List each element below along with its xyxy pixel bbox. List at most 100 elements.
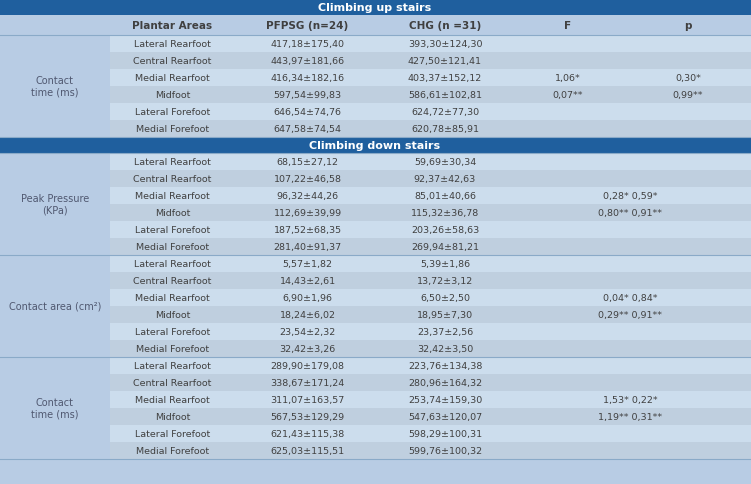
Text: 115,32±36,78: 115,32±36,78 [411, 209, 479, 217]
Text: Contact
time (ms): Contact time (ms) [32, 397, 79, 419]
Text: CHG (n =31): CHG (n =31) [409, 21, 481, 31]
Text: Midfoot: Midfoot [155, 310, 190, 319]
Text: 416,34±182,16: 416,34±182,16 [270, 74, 345, 83]
Text: 586,61±102,81: 586,61±102,81 [408, 91, 482, 100]
Text: 5,39±1,86: 5,39±1,86 [420, 259, 470, 269]
Text: Lateral Forefoot: Lateral Forefoot [135, 226, 210, 235]
Text: 6,50±2,50: 6,50±2,50 [420, 293, 470, 302]
Text: Lateral Rearfoot: Lateral Rearfoot [134, 259, 211, 269]
Text: 621,43±115,38: 621,43±115,38 [270, 429, 345, 438]
Text: 112,69±39,99: 112,69±39,99 [273, 209, 342, 217]
Text: 32,42±3,50: 32,42±3,50 [417, 344, 473, 353]
Bar [0, 256, 110, 357]
Bar [110, 171, 751, 188]
Text: 32,42±3,26: 32,42±3,26 [279, 344, 336, 353]
Bar [0, 138, 751, 154]
Text: Midfoot: Midfoot [155, 91, 190, 100]
Text: 18,95±7,30: 18,95±7,30 [417, 310, 473, 319]
Text: 620,78±85,91: 620,78±85,91 [411, 125, 479, 134]
Bar [110, 222, 751, 239]
Text: 0,80** 0,91**: 0,80** 0,91** [599, 209, 662, 217]
Text: Medial Rearfoot: Medial Rearfoot [135, 192, 210, 200]
Text: 6,90±1,96: 6,90±1,96 [282, 293, 333, 302]
Text: 96,32±44,26: 96,32±44,26 [276, 192, 339, 200]
Text: 0,30*: 0,30* [675, 74, 701, 83]
Bar [110, 239, 751, 256]
Text: 598,29±100,31: 598,29±100,31 [408, 429, 482, 438]
Text: 393,30±124,30: 393,30±124,30 [408, 40, 482, 49]
Text: 5,57±1,82: 5,57±1,82 [282, 259, 333, 269]
Text: Central Rearfoot: Central Rearfoot [134, 175, 212, 183]
Text: 23,37±2,56: 23,37±2,56 [417, 327, 473, 336]
Text: 625,03±115,51: 625,03±115,51 [270, 446, 345, 455]
Text: 59,69±30,34: 59,69±30,34 [414, 158, 476, 166]
Bar [110, 121, 751, 138]
Bar [110, 188, 751, 205]
Bar [110, 425, 751, 442]
Text: 624,72±77,30: 624,72±77,30 [411, 108, 479, 117]
Text: Lateral Forefoot: Lateral Forefoot [135, 327, 210, 336]
Text: 0,29** 0,91**: 0,29** 0,91** [599, 310, 662, 319]
Text: 338,67±171,24: 338,67±171,24 [270, 378, 345, 387]
Text: Central Rearfoot: Central Rearfoot [134, 378, 212, 387]
Text: 187,52±68,35: 187,52±68,35 [273, 226, 342, 235]
Bar [110, 205, 751, 222]
Bar [110, 289, 751, 306]
Text: Medial Rearfoot: Medial Rearfoot [135, 293, 210, 302]
Bar [110, 87, 751, 104]
Text: 92,37±42,63: 92,37±42,63 [414, 175, 476, 183]
Text: 0,07**: 0,07** [552, 91, 583, 100]
Text: Medial Forefoot: Medial Forefoot [136, 344, 209, 353]
Bar [0, 154, 110, 256]
Bar [110, 357, 751, 374]
Text: Medial Forefoot: Medial Forefoot [136, 125, 209, 134]
Text: 0,28* 0,59*: 0,28* 0,59* [603, 192, 658, 200]
Bar [0, 36, 110, 138]
Text: Midfoot: Midfoot [155, 209, 190, 217]
Text: 647,58±74,54: 647,58±74,54 [273, 125, 342, 134]
Bar [110, 70, 751, 87]
Text: 1,19** 0,31**: 1,19** 0,31** [599, 412, 662, 421]
Text: Plantar Areas: Plantar Areas [132, 21, 213, 31]
Text: 253,74±159,30: 253,74±159,30 [408, 395, 482, 404]
Text: Lateral Rearfoot: Lateral Rearfoot [134, 40, 211, 49]
Bar [110, 306, 751, 323]
Text: Medial Forefoot: Medial Forefoot [136, 446, 209, 455]
Text: Lateral Forefoot: Lateral Forefoot [135, 108, 210, 117]
Text: F: F [564, 21, 571, 31]
Bar [110, 53, 751, 70]
Text: 269,94±81,21: 269,94±81,21 [411, 242, 479, 252]
Text: Contact
time (ms): Contact time (ms) [32, 76, 79, 98]
Text: PFPSG (n=24): PFPSG (n=24) [267, 21, 348, 31]
Text: 14,43±2,61: 14,43±2,61 [279, 276, 336, 286]
Bar [110, 408, 751, 425]
Text: 68,15±27,12: 68,15±27,12 [276, 158, 339, 166]
Bar [110, 36, 751, 53]
Text: Contact area (cm²): Contact area (cm²) [9, 302, 101, 311]
Bar [110, 374, 751, 391]
Text: 203,26±58,63: 203,26±58,63 [411, 226, 479, 235]
Text: 567,53±129,29: 567,53±129,29 [270, 412, 345, 421]
Text: 597,54±99,83: 597,54±99,83 [273, 91, 342, 100]
Text: p: p [684, 21, 692, 31]
Text: Central Rearfoot: Central Rearfoot [134, 57, 212, 66]
Text: Central Rearfoot: Central Rearfoot [134, 276, 212, 286]
Text: 1,53* 0,22*: 1,53* 0,22* [603, 395, 658, 404]
Text: 107,22±46,58: 107,22±46,58 [273, 175, 342, 183]
Text: 417,18±175,40: 417,18±175,40 [270, 40, 345, 49]
Text: 281,40±91,37: 281,40±91,37 [273, 242, 342, 252]
Text: Climbing down stairs: Climbing down stairs [309, 141, 441, 151]
Bar [110, 442, 751, 459]
Text: 18,24±6,02: 18,24±6,02 [279, 310, 336, 319]
Text: Lateral Forefoot: Lateral Forefoot [135, 429, 210, 438]
Text: 403,37±152,12: 403,37±152,12 [408, 74, 482, 83]
Text: Medial Rearfoot: Medial Rearfoot [135, 395, 210, 404]
Bar [110, 154, 751, 171]
Text: Climbing up stairs: Climbing up stairs [318, 3, 432, 13]
Text: Peak Pressure
(KPa): Peak Pressure (KPa) [21, 194, 89, 215]
Text: 289,90±179,08: 289,90±179,08 [270, 361, 345, 370]
Text: 0,04* 0,84*: 0,04* 0,84* [603, 293, 658, 302]
Text: 223,76±134,38: 223,76±134,38 [408, 361, 482, 370]
Text: Lateral Rearfoot: Lateral Rearfoot [134, 158, 211, 166]
Bar [110, 272, 751, 289]
